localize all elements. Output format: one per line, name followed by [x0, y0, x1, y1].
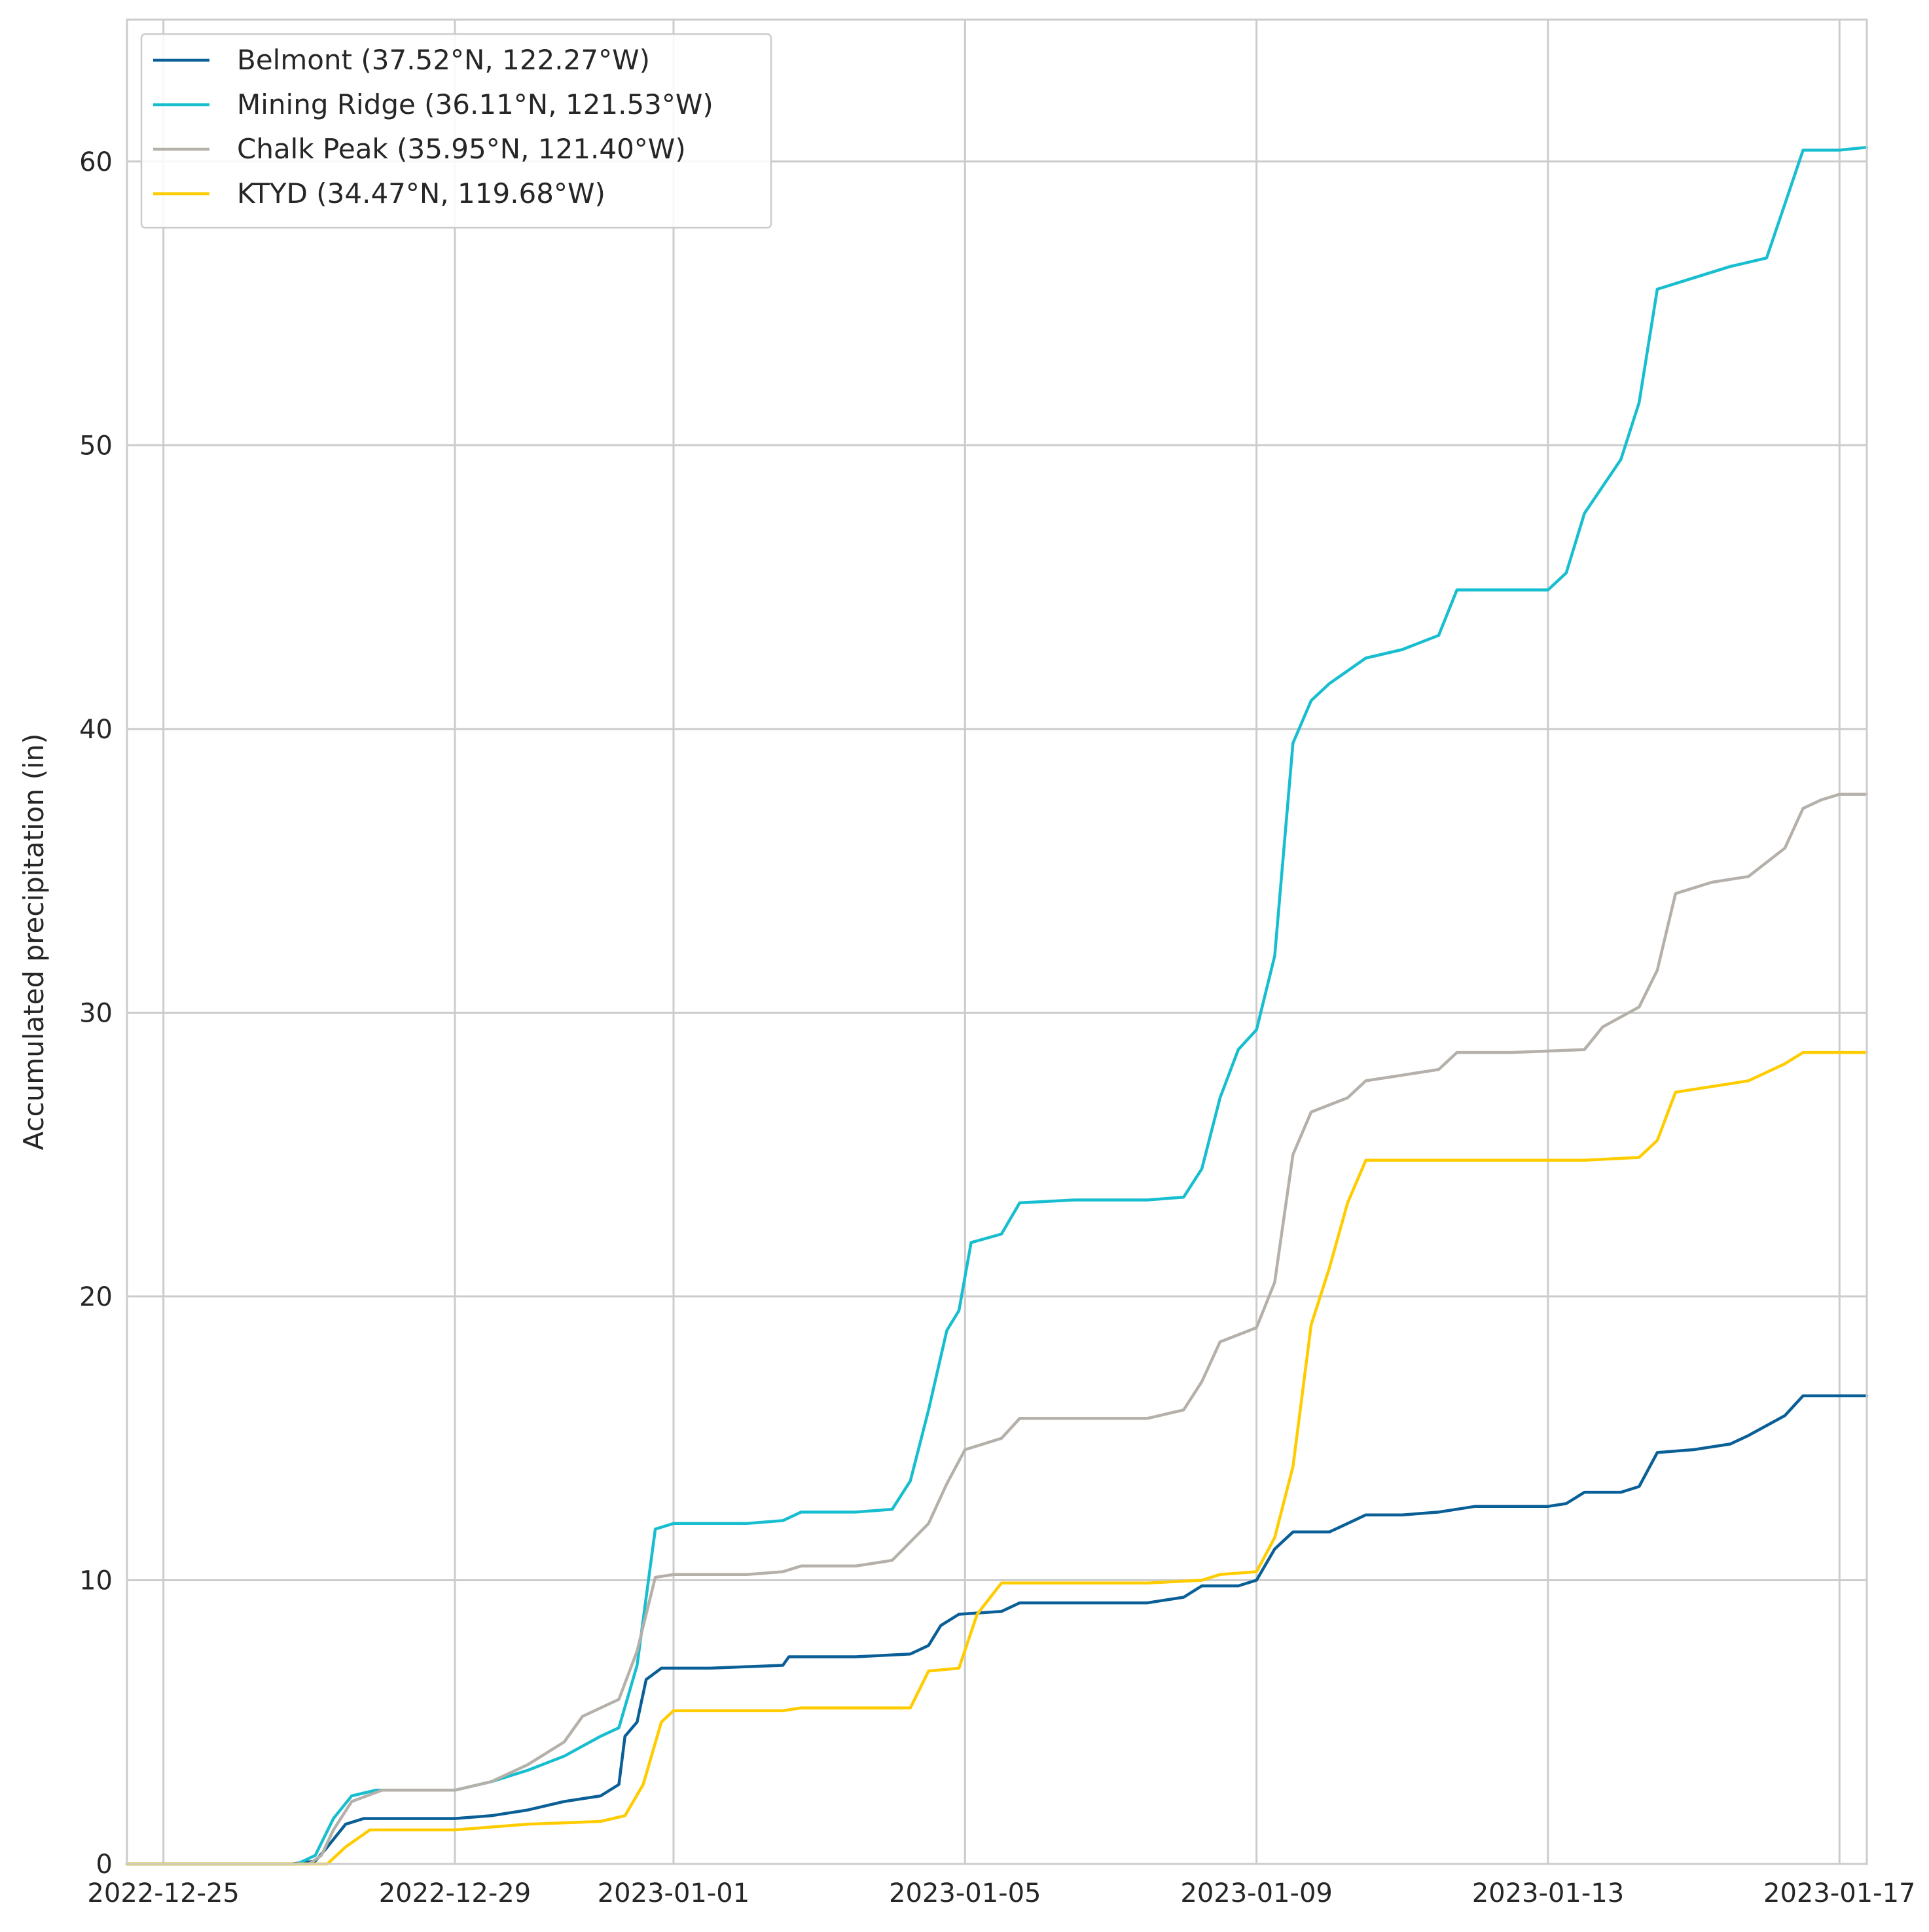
legend-label: Belmont (37.52°N, 122.27°W) [237, 44, 650, 76]
legend-label: KTYD (34.47°N, 119.68°W) [237, 177, 605, 209]
x-tick-labels: 2022-12-25 2022-12-29 2023-01-01 2023-01-05… [87, 1878, 1915, 1908]
y-tick-label: 60 [79, 147, 113, 177]
y-tick-label: 30 [79, 998, 113, 1028]
x-tick-label: 2023-01-01 [598, 1878, 749, 1908]
y-tick-label: 10 [79, 1565, 113, 1596]
legend-box [140, 33, 772, 229]
x-tick-label: 2022-12-25 [87, 1878, 239, 1908]
series-layer [125, 145, 1869, 1866]
y-tick-label: 0 [96, 1850, 113, 1880]
series-line-2 [125, 145, 1869, 1866]
x-tick-label: 2023-01-13 [1472, 1878, 1624, 1908]
legend-label: Chalk Peak (35.95°N, 121.40°W) [237, 133, 686, 165]
x-tick-label: 2023-01-05 [889, 1878, 1041, 1908]
legend-label: Mining Ridge (36.11°N, 121.53°W) [237, 88, 713, 120]
series-line-3 [125, 793, 1869, 1866]
x-tick-label: 2023-01-17 [1763, 1878, 1915, 1908]
y-tick-labels: 0 10 20 30 40 50 60 [79, 147, 113, 1880]
plot-frame [126, 18, 1868, 1865]
y-tick-label: 50 [79, 431, 113, 461]
y-tick-label: 20 [79, 1282, 113, 1312]
plot-area [127, 20, 1867, 1864]
series-line-1 [125, 1394, 1869, 1866]
y-tick-label: 40 [79, 715, 113, 745]
series-line-4 [125, 1050, 1869, 1866]
legend: Belmont (37.52°N, 122.27°W) Mining Ridge … [140, 33, 772, 229]
x-tick-label: 2022-12-29 [379, 1878, 531, 1908]
y-axis-title: Accumulated precipitation (in) [18, 733, 50, 1150]
x-tick-label: 2023-01-09 [1180, 1878, 1332, 1908]
